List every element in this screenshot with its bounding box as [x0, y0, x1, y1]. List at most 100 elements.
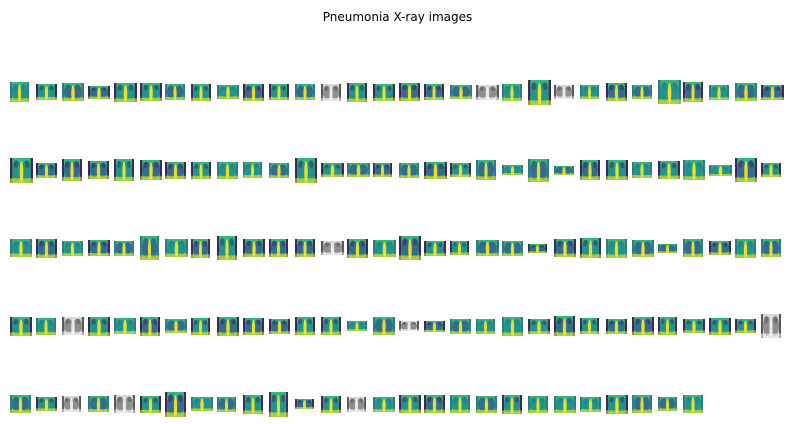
xray-thumbnail [761, 85, 784, 100]
xray-thumbnail [321, 241, 344, 255]
xray-thumbnail [528, 159, 549, 182]
xray-thumbnail [580, 318, 599, 334]
xray-thumbnail [580, 85, 599, 99]
xray-thumbnail [191, 84, 211, 101]
xray-thumbnail [165, 162, 186, 179]
xray-thumbnail [62, 396, 81, 412]
xray-thumbnail [580, 238, 601, 258]
xray-thumbnail [580, 160, 600, 180]
xray-thumbnail [140, 396, 161, 413]
xray-thumbnail [373, 317, 395, 335]
xray-thumbnail [450, 85, 472, 99]
xray-thumbnail [10, 158, 33, 183]
xray-thumbnail [165, 84, 185, 100]
xray-thumbnail [735, 319, 756, 333]
xray-thumbnail [165, 319, 187, 333]
xray-thumbnail [632, 85, 652, 99]
xray-thumbnail [606, 395, 628, 414]
xray-thumbnail [761, 163, 781, 177]
xray-thumbnail [191, 318, 210, 335]
xray-thumbnail [683, 239, 703, 257]
xray-thumbnail [476, 85, 499, 100]
xray-thumbnail [321, 396, 341, 413]
xray-thumbnail [140, 236, 159, 260]
xray-thumbnail [528, 319, 550, 334]
xray-thumbnail [295, 399, 314, 409]
xray-thumbnail [191, 239, 210, 258]
figure-title: Pneumonia X-ray images [322, 10, 473, 24]
xray-thumbnail [269, 84, 289, 100]
xray-thumbnail [36, 397, 57, 411]
xray-thumbnail [399, 321, 419, 331]
xray-thumbnail [243, 318, 264, 335]
xray-thumbnail [217, 85, 239, 99]
xray-thumbnail [62, 317, 84, 335]
xray-thumbnail [243, 239, 265, 257]
xray-thumbnail [295, 317, 315, 335]
xray-thumbnail [424, 162, 447, 179]
xray-thumbnail [658, 161, 680, 179]
xray-thumbnail [709, 241, 731, 255]
xray-thumbnail [347, 321, 367, 331]
xray-thumbnail [658, 317, 677, 335]
xray-thumbnail [269, 163, 289, 178]
xray-thumbnail [658, 244, 677, 253]
xray-thumbnail [709, 165, 732, 176]
xray-thumbnail [10, 82, 29, 102]
xray-thumbnail [140, 83, 162, 101]
xray-thumbnail [10, 395, 31, 413]
xray-thumbnail [62, 159, 82, 181]
xray-thumbnail [476, 240, 499, 256]
xray-thumbnail [476, 319, 495, 334]
xray-thumbnail [165, 239, 188, 257]
xray-thumbnail [761, 239, 781, 257]
xray-thumbnail [683, 160, 705, 180]
xray-thumbnail [269, 239, 288, 257]
xray-thumbnail [709, 318, 731, 335]
xray-thumbnail [36, 163, 57, 178]
xray-thumbnail [399, 83, 420, 101]
xray-thumbnail [191, 397, 213, 411]
xray-thumbnail [632, 317, 654, 335]
xray-thumbnail [476, 160, 496, 180]
xray-thumbnail [424, 321, 445, 332]
xray-thumbnail [502, 84, 522, 101]
xray-thumbnail [373, 163, 392, 177]
xray-thumbnail [243, 395, 263, 414]
xray-thumbnail [295, 239, 315, 257]
xray-thumbnail [88, 240, 110, 256]
xray-thumbnail [683, 395, 703, 413]
xray-thumbnail [88, 396, 109, 412]
xray-thumbnail [140, 317, 160, 336]
xray-thumbnail [554, 396, 576, 413]
xray-thumbnail [165, 392, 186, 417]
xray-thumbnail [347, 239, 368, 258]
xray-thumbnail [114, 241, 134, 256]
xray-thumbnail [217, 162, 238, 179]
xray-thumbnail [36, 239, 57, 258]
xray-thumbnail [295, 158, 317, 183]
xray-thumbnail [191, 162, 211, 179]
xray-thumbnail [269, 392, 288, 417]
xray-thumbnail [373, 84, 395, 101]
xray-thumbnail [658, 80, 681, 104]
xray-thumbnail [36, 84, 57, 100]
xray-thumbnail [554, 85, 574, 99]
xray-thumbnail [243, 162, 262, 178]
xray-thumbnail [114, 318, 136, 334]
xray-thumbnail [528, 396, 548, 413]
xray-thumbnail [683, 319, 705, 333]
xray-thumbnail [632, 162, 652, 178]
xray-thumbnail [399, 163, 419, 178]
xray-thumbnail [217, 397, 236, 412]
xray-thumbnail [606, 160, 628, 180]
xray-thumbnail [450, 163, 471, 177]
xray-thumbnail [399, 236, 421, 260]
xray-thumbnail [295, 84, 315, 100]
xray-thumbnail [347, 397, 366, 412]
xray-thumbnail [399, 395, 421, 413]
xray-thumbnail [269, 319, 290, 334]
xray-thumbnail [10, 239, 32, 257]
xray-thumbnail [683, 82, 703, 102]
